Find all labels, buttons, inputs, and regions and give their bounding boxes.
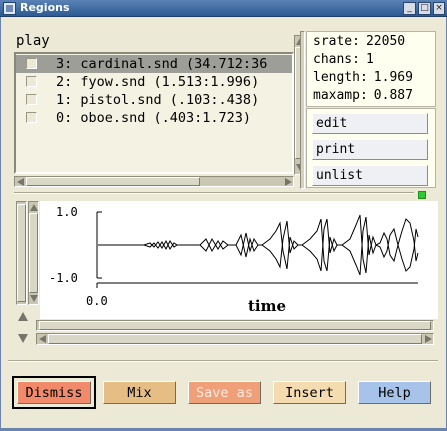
unlist-button[interactable]: unlist [312,165,428,186]
length-line: length: 1.969 [313,70,413,85]
zoom-up-arrow-icon[interactable] [18,312,28,321]
length-label: length: [313,70,368,85]
y-zoom-scrollbar[interactable] [16,201,27,305]
mix-button[interactable]: Mix [103,381,176,404]
window-menu-icon[interactable] [3,2,16,15]
maximize-icon: □ [420,3,429,13]
minimize-button[interactable]: _ [403,2,416,15]
close-button[interactable]: × [433,2,445,15]
srate-value: 22050 [365,34,406,49]
x-zoom-scrollbar[interactable] [36,320,434,331]
waveform-graph[interactable]: 1.0 -1.0 0.0 time [40,201,438,319]
x-right-arrow-icon[interactable] [425,335,432,343]
region-row-2[interactable]: 2: fyow.snd (1.513:1.996) [16,73,292,91]
region-label: 3: cardinal.snd (34.712:36 [56,56,268,72]
zoom-down-control[interactable] [16,331,31,347]
srate-label: srate: [313,34,360,49]
region-row-0[interactable]: 0: oboe.snd (.403:1.723) [16,109,292,127]
y-top-label: 1.0 [56,205,78,219]
zoom-down-arrow-icon[interactable] [18,334,28,343]
minimize-icon: _ [407,3,412,13]
footer-separator [8,360,438,362]
region-info-box: srate: 22050 chans: 1 length: 1.969 maxamp:… [306,31,436,107]
play-checkbox[interactable] [26,76,37,87]
edit-button[interactable]: edit [312,113,428,134]
region-row-1[interactable]: 1: pistol.snd (.103:.438) [16,91,292,109]
panel-sash[interactable] [300,31,305,189]
close-icon: × [435,3,443,13]
window-title: Regions [20,1,70,14]
region-list[interactable]: 3: cardinal.snd (34.712:36 2: fyow.snd (… [14,52,294,174]
y-bottom-label: -1.0 [49,271,78,285]
print-button[interactable]: print [312,139,428,160]
play-label: play [16,33,50,49]
play-checkbox[interactable] [26,112,37,123]
list-hscroll-thumb[interactable] [26,177,200,186]
maxamp-value: 0.887 [373,88,413,103]
scroll-left-arrow-icon[interactable] [17,178,24,186]
waveform-trace-lower [98,216,419,276]
chans-label: chans: [313,52,360,67]
help-button[interactable]: Help [358,381,431,404]
scroll-right-arrow-icon[interactable] [285,178,292,186]
srate-line: srate: 22050 [313,34,405,49]
region-label: 2: fyow.snd (1.513:1.996) [56,74,260,90]
x-left-arrow-icon[interactable] [39,335,46,343]
maximize-button[interactable]: □ [418,2,431,15]
region-label: 0: oboe.snd (.403:1.723) [56,110,252,126]
graph-background [40,201,438,319]
maxamp-label: maxamp: [313,88,368,103]
save-as-button[interactable]: Save as [188,381,261,404]
x-zoom-thumb[interactable] [39,321,431,330]
insert-button[interactable]: Insert [273,381,346,404]
y-down-arrow-icon[interactable] [30,295,38,302]
x-position-thumb[interactable] [48,334,422,344]
region-label: 1: pistol.snd (.103:.438) [56,92,260,108]
list-horizontal-scrollbar[interactable] [14,176,294,187]
y-up-arrow-icon[interactable] [30,204,38,211]
title-bar[interactable]: Regions _ □ × [0,0,447,17]
maxamp-line: maxamp: 0.887 [313,88,413,103]
zoom-up-control[interactable] [16,309,31,327]
y-position-thumb[interactable] [29,213,38,293]
play-checkbox[interactable] [26,58,37,69]
x-start-label: 0.0 [86,294,108,308]
region-row-3[interactable]: 3: cardinal.snd (34.712:36 [16,55,292,73]
chans-line: chans: 1 [313,52,374,67]
chans-value: 1 [365,52,374,67]
pane-sash[interactable] [14,192,414,194]
length-value: 1.969 [373,70,413,85]
dismiss-button[interactable]: Dismiss [17,381,91,404]
play-checkbox[interactable] [26,94,37,105]
default-button-ring [12,376,96,409]
y-zoom-thumb[interactable] [17,204,26,302]
x-axis-label: time [248,297,286,315]
y-position-scrollbar[interactable] [28,201,39,305]
x-position-scrollbar[interactable] [36,333,434,345]
status-indicator [418,191,426,199]
